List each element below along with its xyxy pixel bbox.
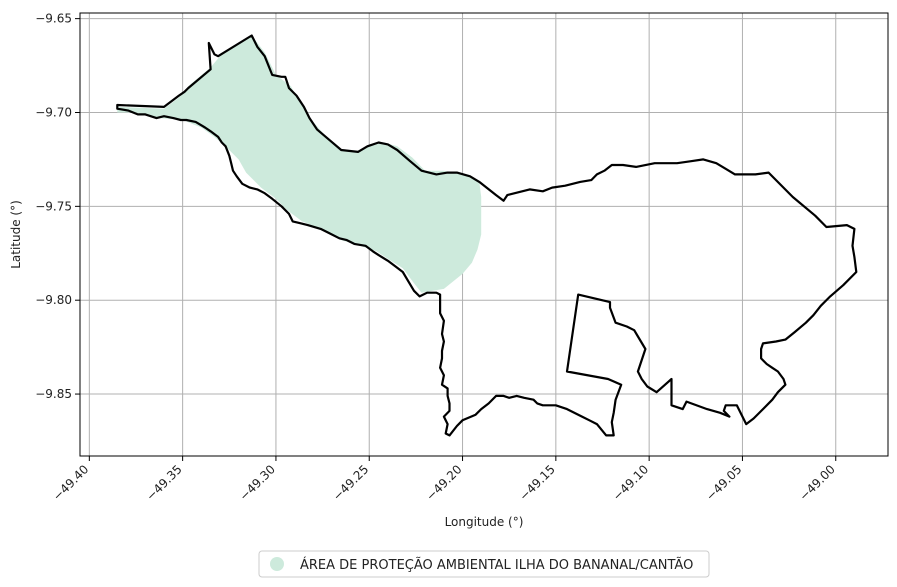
legend: ÁREA DE PROTEÇÃO AMBIENTAL ILHA DO BANAN… bbox=[258, 550, 710, 578]
y-axis-label: Latitude (°) bbox=[9, 200, 23, 269]
y-tick-label: −9.70 bbox=[35, 105, 72, 119]
protected-area-layer bbox=[117, 35, 482, 293]
legend-label-protected-area: ÁREA DE PROTEÇÃO AMBIENTAL ILHA DO BANAN… bbox=[300, 557, 693, 573]
y-tick-label: −9.80 bbox=[35, 293, 72, 307]
legend-swatch-protected-area bbox=[270, 557, 284, 571]
legend-box bbox=[258, 550, 710, 578]
boundary-outline bbox=[116, 34, 858, 437]
y-tick-label: −9.75 bbox=[35, 199, 72, 213]
x-axis-label: Longitude (°) bbox=[445, 515, 524, 529]
boundary-layer bbox=[116, 34, 858, 437]
y-tick-label: −9.65 bbox=[35, 12, 72, 26]
y-tick-label: −9.85 bbox=[35, 387, 72, 401]
protected-area-polygon bbox=[117, 35, 482, 293]
plot-frame bbox=[79, 12, 889, 457]
y-axis-ticks: −9.65 −9.70 −9.75 −9.80 −9.85 bbox=[35, 12, 80, 401]
